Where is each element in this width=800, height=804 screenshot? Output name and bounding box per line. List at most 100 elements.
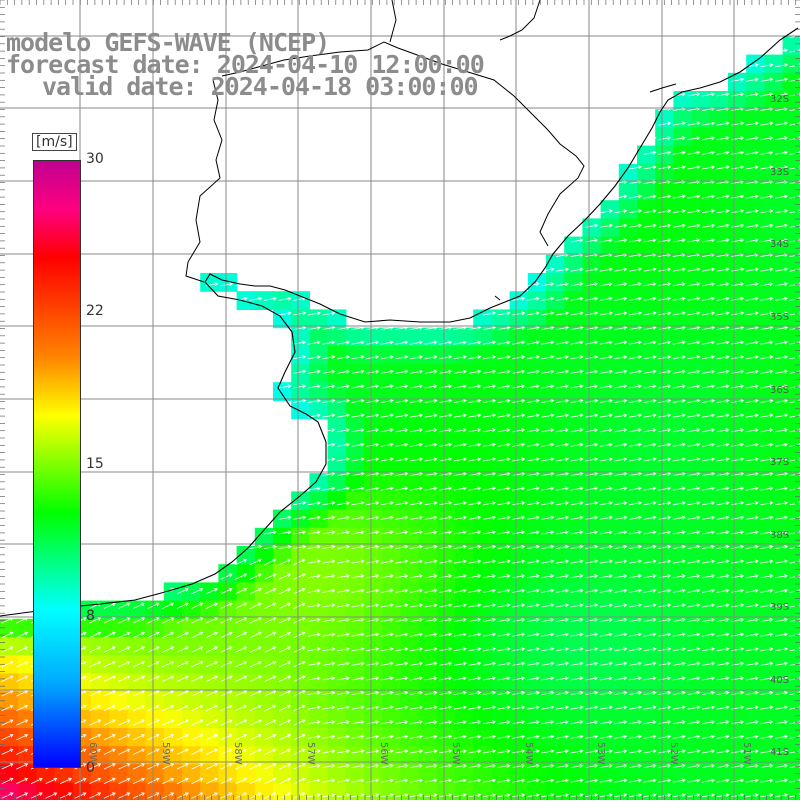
wind-cell	[455, 782, 474, 802]
wind-arrow	[745, 238, 759, 243]
wind-arrow	[599, 501, 613, 506]
wind-arrow	[132, 661, 146, 668]
wind-cell	[673, 291, 693, 310]
wind-cell	[746, 746, 765, 765]
wind-arrow	[191, 748, 204, 755]
wind-arrow	[1, 690, 14, 697]
wind-cell	[364, 473, 383, 492]
wind-arrow	[731, 749, 745, 754]
wind-cell	[655, 127, 674, 147]
wind-arrow	[103, 734, 116, 741]
wind-cell	[728, 345, 747, 365]
wind-arrow	[336, 705, 350, 710]
wind-arrow	[1, 617, 14, 624]
wind-arrow	[628, 398, 642, 403]
wind-arrow	[701, 763, 715, 768]
wind-arrow	[103, 661, 116, 668]
wind-arrow	[263, 530, 277, 535]
wind-arrow	[336, 457, 350, 462]
wind-arrow	[176, 704, 189, 712]
wind-arrow	[278, 646, 292, 653]
wind-arrow	[687, 486, 701, 491]
wind-arrow	[322, 515, 336, 520]
wind-arrow	[512, 325, 526, 330]
wind-arrow	[322, 574, 336, 579]
wind-cell	[127, 655, 147, 674]
wind-arrow	[235, 631, 248, 639]
wind-arrow	[599, 223, 613, 228]
wind-arrow	[307, 749, 321, 754]
wind-cell	[291, 564, 310, 583]
wind-arrow	[731, 413, 745, 418]
wind-arrow	[395, 544, 409, 549]
wind-cell	[345, 673, 365, 693]
wind-cell	[618, 546, 638, 565]
wind-arrow	[672, 296, 686, 301]
wind-arrow	[366, 413, 380, 418]
wind-arrow	[643, 574, 657, 579]
wind-arrow	[307, 501, 321, 506]
wind-cell	[455, 418, 474, 438]
wind-arrow	[453, 471, 467, 476]
wind-arrow	[643, 632, 657, 637]
wind-cell	[163, 728, 183, 747]
wind-cell	[546, 436, 565, 456]
wind-cell	[600, 218, 620, 238]
wind-arrow	[336, 603, 350, 608]
wind-cell	[637, 473, 656, 492]
wind-arrow	[716, 734, 730, 739]
wind-cell	[527, 600, 547, 620]
wind-arrow	[774, 617, 788, 622]
wind-arrow	[672, 603, 686, 608]
wind-arrow	[409, 763, 423, 768]
wind-arrow	[599, 486, 613, 491]
wind-arrow	[716, 574, 730, 579]
wind-arrow	[731, 369, 745, 374]
wind-arrow	[570, 413, 584, 418]
wind-arrow	[541, 588, 555, 593]
wind-arrow	[278, 544, 292, 549]
wind-arrow	[336, 588, 350, 593]
wind-arrow	[658, 734, 672, 739]
wind-arrow	[526, 632, 540, 637]
wind-arrow	[497, 676, 511, 681]
wind-arrow	[745, 442, 759, 447]
wind-cell	[291, 546, 310, 565]
wind-cell	[145, 728, 165, 747]
wind-arrow	[701, 369, 715, 374]
wind-cell	[600, 691, 620, 711]
wind-arrow	[760, 165, 774, 170]
wind-arrow	[614, 617, 628, 622]
wind-cell	[764, 400, 784, 420]
wind-arrow	[701, 486, 715, 491]
wind-arrow	[541, 384, 555, 389]
wind-cell	[618, 200, 638, 219]
wind-arrow	[351, 515, 365, 520]
wind-arrow	[307, 398, 321, 403]
wind-arrow	[409, 734, 423, 739]
wind-arrow	[278, 530, 292, 535]
wind-arrow	[118, 661, 131, 668]
lon-label-59w: 59W	[160, 742, 171, 765]
wind-arrow	[570, 501, 584, 506]
wind-arrow	[409, 720, 423, 725]
wind-arrow	[424, 690, 438, 695]
wind-arrow	[293, 734, 306, 741]
wind-arrow	[453, 588, 467, 593]
wind-cell	[254, 582, 274, 602]
wind-cell	[655, 673, 674, 693]
wind-arrow	[89, 631, 102, 639]
wind-arrow	[366, 763, 380, 768]
wind-arrow	[424, 720, 438, 725]
wind-arrow	[599, 559, 613, 564]
wind-cell	[546, 728, 565, 747]
wind-arrow	[745, 223, 759, 228]
wind-arrow	[307, 778, 321, 783]
wind-arrow	[731, 588, 745, 593]
wind-arrow	[1, 777, 14, 785]
wind-arrow	[205, 748, 219, 755]
wind-arrow	[541, 661, 555, 666]
wind-cell	[236, 546, 256, 565]
wind-arrow	[731, 398, 745, 403]
wind-cell	[637, 309, 656, 329]
